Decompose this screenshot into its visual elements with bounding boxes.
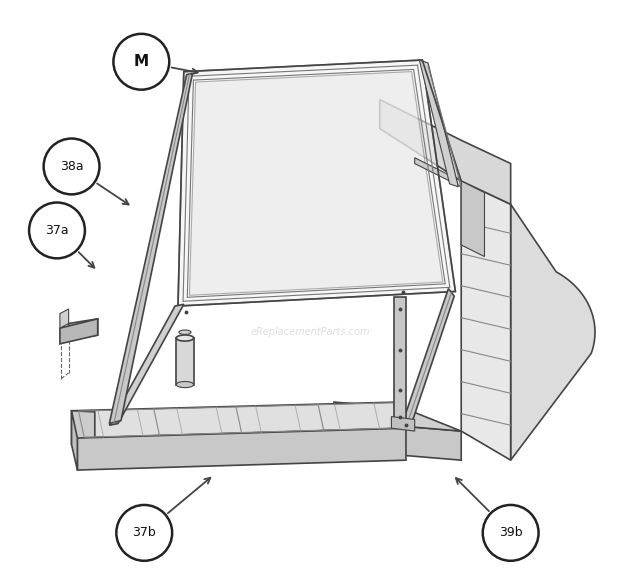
Text: 37b: 37b [132, 526, 156, 539]
Polygon shape [71, 411, 78, 470]
Ellipse shape [179, 330, 191, 335]
Polygon shape [511, 204, 595, 460]
Ellipse shape [176, 381, 193, 388]
Polygon shape [60, 319, 98, 344]
Polygon shape [109, 304, 184, 425]
Text: 37a: 37a [45, 224, 69, 237]
Circle shape [117, 505, 172, 561]
Circle shape [483, 505, 539, 561]
Polygon shape [419, 60, 458, 187]
Text: 38a: 38a [60, 160, 83, 173]
Circle shape [29, 202, 85, 258]
Polygon shape [71, 411, 95, 445]
Polygon shape [403, 289, 454, 426]
Polygon shape [461, 181, 511, 460]
Polygon shape [415, 158, 461, 187]
Polygon shape [391, 425, 461, 460]
Polygon shape [176, 338, 193, 385]
Circle shape [113, 34, 169, 90]
Polygon shape [391, 416, 415, 431]
Text: eReplacementParts.com: eReplacementParts.com [250, 327, 370, 337]
Polygon shape [178, 60, 456, 306]
Polygon shape [190, 72, 443, 296]
Polygon shape [71, 402, 406, 438]
Polygon shape [380, 100, 511, 204]
Polygon shape [60, 309, 69, 328]
Ellipse shape [176, 335, 193, 341]
Polygon shape [334, 402, 461, 431]
Polygon shape [394, 297, 406, 428]
Polygon shape [109, 73, 193, 423]
Circle shape [43, 139, 99, 194]
Text: M: M [134, 54, 149, 69]
Polygon shape [461, 181, 484, 257]
Text: 39b: 39b [499, 526, 523, 539]
Polygon shape [69, 319, 98, 340]
Polygon shape [78, 428, 406, 470]
